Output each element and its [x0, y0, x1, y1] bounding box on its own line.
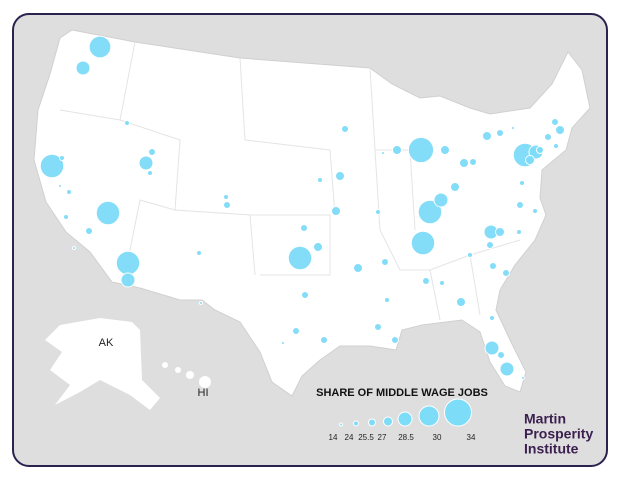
city-bubble [313, 242, 323, 252]
city-bubble [519, 180, 525, 186]
city-bubble [88, 35, 112, 59]
city-bubble [450, 182, 460, 192]
legend-bubble [397, 411, 413, 427]
city-bubble [287, 245, 313, 271]
logo-line: Institute [524, 441, 579, 457]
city-bubble [148, 148, 156, 156]
city-bubble [317, 177, 323, 183]
city-bubble [374, 323, 382, 331]
city-bubble [525, 155, 535, 165]
city-bubble [502, 269, 510, 277]
legend-label: 34 [467, 433, 476, 442]
city-bubble [223, 194, 229, 200]
city-bubble [456, 297, 466, 307]
city-bubble [66, 189, 72, 195]
city-bubble [482, 131, 492, 141]
legend-title: SHARE OF MIDDLE WAGE JOBS [316, 387, 488, 399]
legend-label: 25.5 [358, 433, 374, 442]
legend-bubble [368, 418, 376, 427]
city-bubble [551, 118, 559, 126]
city-bubble [497, 351, 505, 359]
city-bubble [532, 208, 538, 214]
city-bubble [199, 301, 203, 305]
city-bubble [335, 171, 345, 181]
city-bubble [196, 250, 202, 256]
legend-label: 24 [345, 433, 354, 442]
city-bubble [495, 227, 505, 237]
legend-bubble [339, 422, 343, 427]
city-bubble [459, 158, 469, 168]
legend-label: 30 [433, 433, 442, 442]
city-bubble [375, 209, 381, 215]
city-bubble [384, 297, 390, 303]
legend-bubble [418, 405, 440, 427]
city-bubble [72, 246, 76, 250]
city-bubble [331, 206, 341, 216]
city-bubble [63, 214, 69, 220]
city-bubble [353, 263, 363, 273]
hawaii-label: HI [198, 387, 209, 399]
city-bubble [417, 199, 443, 225]
city-bubble [469, 158, 477, 166]
legend-bubble [444, 398, 472, 427]
city-bubble [59, 155, 65, 161]
city-bubble [555, 125, 565, 135]
city-bubble [553, 143, 559, 149]
city-bubble [484, 340, 500, 356]
city-bubble [489, 262, 497, 270]
alaska-label: AK [99, 337, 114, 349]
city-bubble [223, 201, 231, 209]
legend-label: 27 [378, 433, 387, 442]
city-bubble [489, 315, 495, 321]
city-bubble [499, 361, 515, 377]
city-bubble [392, 145, 402, 155]
city-bubble [281, 341, 285, 345]
city-bubble [496, 129, 504, 137]
hawaii [162, 362, 211, 388]
city-bubble [301, 291, 309, 299]
city-bubble [138, 155, 154, 171]
city-bubble [95, 200, 121, 226]
city-bubble [115, 250, 141, 276]
city-bubble [486, 241, 494, 249]
city-bubble [440, 145, 450, 155]
city-bubble [292, 327, 300, 335]
city-bubble [407, 136, 435, 164]
city-bubble [39, 153, 65, 179]
city-bubble [124, 120, 130, 126]
legend-bubble [383, 416, 393, 427]
city-bubble [320, 336, 328, 344]
city-bubble [521, 376, 525, 380]
city-bubble [516, 229, 522, 235]
legend-label: 28.5 [398, 433, 414, 442]
logo-line: Prosperity [524, 426, 593, 442]
city-bubble [433, 192, 449, 208]
city-bubble [75, 60, 91, 76]
city-bubble [341, 125, 349, 133]
city-bubble [381, 151, 385, 155]
alaska [45, 318, 160, 410]
city-bubble [58, 184, 62, 188]
city-bubble [300, 224, 308, 232]
lower-48 [33, 29, 591, 397]
city-bubble [381, 258, 389, 266]
city-bubble [147, 170, 153, 176]
city-bubble [511, 126, 515, 130]
city-bubble [410, 230, 436, 256]
city-bubble [422, 277, 430, 285]
legend-bubble [353, 420, 359, 427]
city-bubble [85, 227, 93, 235]
logo-line: Martin [524, 411, 566, 427]
legend-label: 14 [329, 433, 338, 442]
city-bubble [439, 280, 445, 286]
city-bubble [516, 201, 524, 209]
city-bubble [120, 272, 136, 288]
state-lines [59, 41, 521, 321]
city-bubble [467, 252, 473, 258]
city-bubble [391, 336, 399, 344]
city-bubble [536, 146, 544, 154]
city-bubble [544, 133, 552, 141]
